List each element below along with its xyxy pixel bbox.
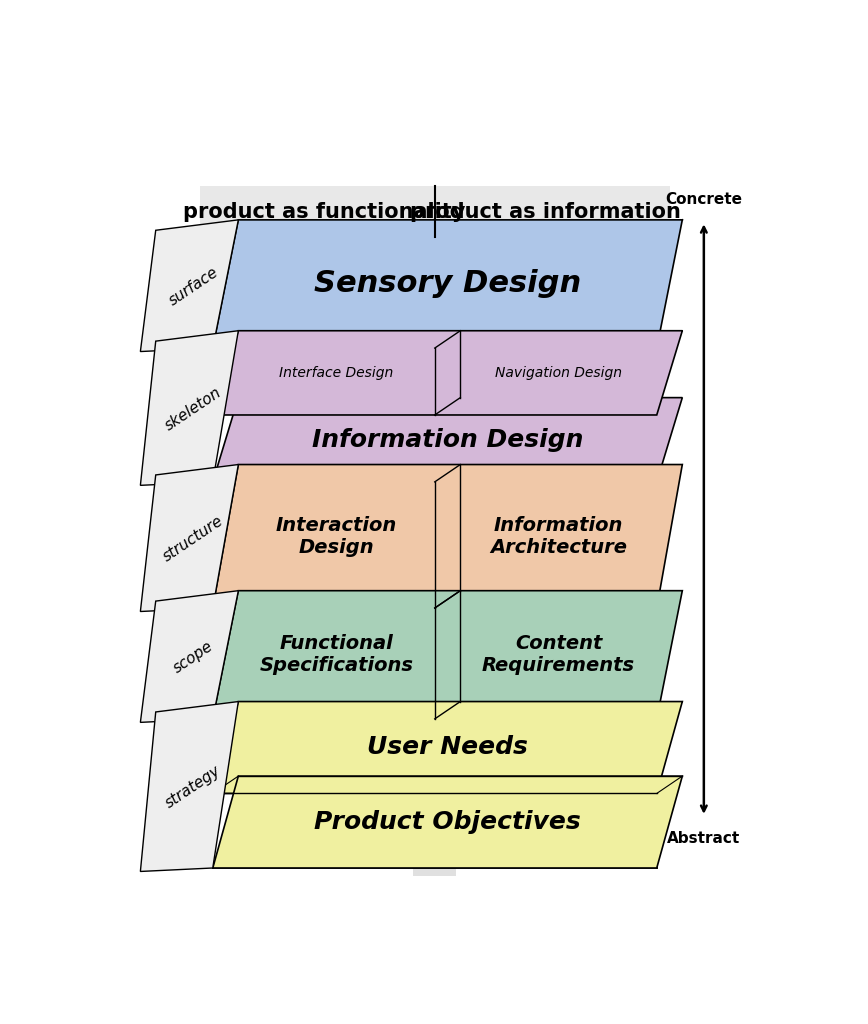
Text: Product Objectives: Product Objectives (314, 810, 581, 834)
Text: scope: scope (170, 639, 216, 676)
Text: Navigation Design: Navigation Design (495, 366, 622, 380)
Polygon shape (141, 465, 239, 611)
Polygon shape (213, 331, 682, 415)
Text: Information Design: Information Design (312, 428, 583, 452)
Polygon shape (141, 591, 239, 722)
Bar (200, 186, 669, 238)
Text: structure: structure (161, 513, 227, 564)
Polygon shape (213, 397, 682, 482)
Text: surface: surface (166, 264, 220, 308)
Text: skeleton: skeleton (162, 385, 224, 433)
Polygon shape (213, 220, 682, 348)
Text: Abstract: Abstract (667, 830, 740, 846)
Text: User Needs: User Needs (367, 735, 528, 760)
Polygon shape (213, 776, 682, 868)
Text: Interaction
Design: Interaction Design (276, 516, 398, 557)
Polygon shape (141, 220, 239, 351)
Polygon shape (213, 465, 682, 608)
Polygon shape (213, 701, 682, 794)
Polygon shape (141, 701, 239, 871)
Text: strategy: strategy (162, 763, 224, 811)
Text: Interface Design: Interface Design (279, 366, 394, 380)
Text: product as functionality: product as functionality (182, 202, 465, 221)
Text: Functional
Specifications: Functional Specifications (260, 634, 413, 675)
Text: Content
Requirements: Content Requirements (482, 634, 635, 675)
Bar (413, 212, 457, 876)
Polygon shape (213, 591, 682, 719)
Polygon shape (141, 331, 239, 485)
Text: product as information: product as information (411, 202, 681, 221)
Text: Information
Architecture: Information Architecture (490, 516, 627, 557)
Text: Concrete: Concrete (666, 193, 742, 207)
Text: Sensory Design: Sensory Design (314, 269, 582, 298)
